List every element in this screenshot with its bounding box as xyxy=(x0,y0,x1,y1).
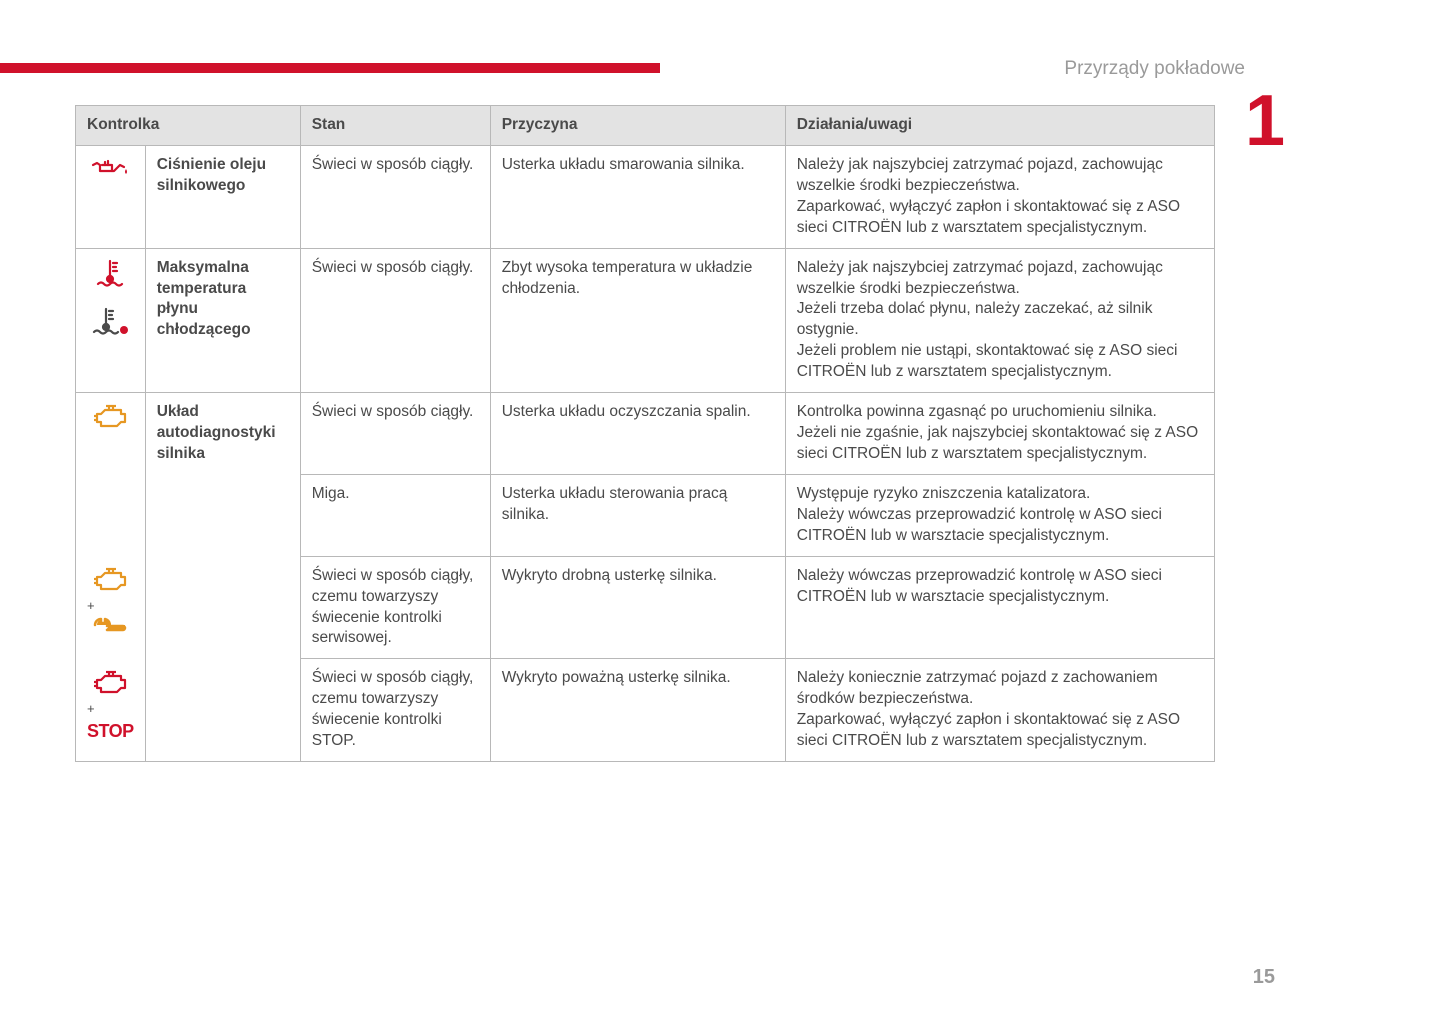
stop-label: STOP xyxy=(87,719,134,743)
oil-pressure-cause: Usterka układu smarowania silnika. xyxy=(490,145,785,248)
col-action: Działania/uwagi xyxy=(785,106,1214,146)
engine-diag-state-3: Świeci w sposób ciągły, czemu towarzyszy… xyxy=(300,556,490,659)
row-oil-pressure: Ciśnienie oleju silnikowego Świeci w spo… xyxy=(76,145,1215,248)
engine-icon-orange xyxy=(91,402,129,432)
table-header-row: Kontrolka Stan Przyczyna Działania/uwagi xyxy=(76,106,1215,146)
engine-diag-cause-2: Usterka układu sterowania pracą silnika. xyxy=(490,474,785,556)
row-engine-diag-1: Układ autodiagnostyki silnika Świeci w s… xyxy=(76,393,1215,475)
engine-diag-state-1: Świeci w sposób ciągły. xyxy=(300,393,490,475)
oil-pressure-label: Ciśnienie oleju silnikowego xyxy=(145,145,300,248)
warning-indicators-table: Kontrolka Stan Przyczyna Działania/uwagi… xyxy=(75,105,1215,762)
engine-diag-action-2: Występuje ryzyko zniszczenia katalizator… xyxy=(785,474,1214,556)
engine-diag-cause-3: Wykryto drobną usterkę silnika. xyxy=(490,556,785,659)
thermometer-dot-icon xyxy=(90,306,130,336)
engine-diag-icon-cell-4: + STOP xyxy=(76,659,146,762)
col-cause: Przyczyna xyxy=(490,106,785,146)
engine-icon-orange-2 xyxy=(91,565,129,595)
coolant-temp-label: Maksymalna temperatura płynu chłodzącego xyxy=(145,248,300,393)
row-coolant-temp: Maksymalna temperatura płynu chłodzącego… xyxy=(76,248,1215,393)
engine-diag-action-1: Kontrolka powinna zgasnąć po uruchomieni… xyxy=(785,393,1214,475)
oil-pressure-action: Należy jak najszybciej zatrzymać pojazd,… xyxy=(785,145,1214,248)
page-number: 15 xyxy=(1253,966,1275,989)
engine-icon-red xyxy=(91,668,129,698)
engine-diag-action-4: Należy koniecznie zatrzymać pojazd z zac… xyxy=(785,659,1214,762)
chapter-number: 1 xyxy=(1245,96,1285,146)
coolant-temp-cause: Zbyt wysoka temperatura w układzie chłod… xyxy=(490,248,785,393)
oil-pressure-icon-cell xyxy=(76,145,146,248)
oil-can-icon xyxy=(90,155,130,179)
engine-diag-state-4: Świeci w sposób ciągły, czemu towarzyszy… xyxy=(300,659,490,762)
coolant-temp-icon-cell xyxy=(76,248,146,393)
engine-diag-icon-cell-1 xyxy=(76,393,146,557)
wrench-icon xyxy=(93,617,127,633)
col-indicator: Kontrolka xyxy=(76,106,301,146)
engine-diag-icon-cell-3: + xyxy=(76,556,146,659)
engine-diag-label: Układ autodiagnostyki silnika xyxy=(145,393,300,762)
top-red-bar xyxy=(0,63,660,73)
plus-symbol-2: + xyxy=(87,700,134,718)
col-state: Stan xyxy=(300,106,490,146)
thermometer-icon xyxy=(92,258,128,288)
oil-pressure-state: Świeci w sposób ciągły. xyxy=(300,145,490,248)
engine-diag-state-2: Miga. xyxy=(300,474,490,556)
engine-diag-cause-1: Usterka układu oczyszczania spalin. xyxy=(490,393,785,475)
coolant-temp-state: Świeci w sposób ciągły. xyxy=(300,248,490,393)
coolant-temp-action: Należy jak najszybciej zatrzymać pojazd,… xyxy=(785,248,1214,393)
engine-diag-action-3: Należy wówczas przeprowadzić kontrolę w … xyxy=(785,556,1214,659)
plus-symbol-1: + xyxy=(87,597,134,615)
engine-diag-cause-4: Wykryto poważną usterkę silnika. xyxy=(490,659,785,762)
section-title: Przyrządy pokładowe xyxy=(1064,58,1245,80)
